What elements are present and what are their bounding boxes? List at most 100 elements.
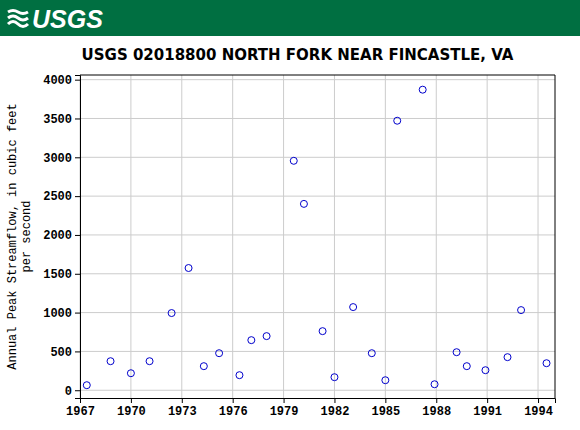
grid-line-y bbox=[80, 196, 555, 197]
points bbox=[83, 86, 550, 389]
tick-mark bbox=[75, 157, 80, 158]
tick-mark bbox=[538, 398, 539, 403]
y-axis-title-line: per second bbox=[20, 200, 34, 272]
tick-mark bbox=[233, 398, 234, 403]
tick-mark bbox=[334, 398, 335, 403]
tick-mark bbox=[75, 351, 80, 352]
tick-mark bbox=[75, 274, 80, 275]
point bbox=[350, 304, 357, 311]
header-bar bbox=[0, 0, 580, 36]
tick-label: 1500 bbox=[43, 268, 72, 282]
point bbox=[200, 363, 207, 370]
tick-label: 1970 bbox=[117, 405, 146, 419]
tick-label: 1991 bbox=[473, 405, 502, 419]
axis-line bbox=[81, 399, 556, 404]
point bbox=[290, 157, 297, 164]
tick-mark bbox=[436, 398, 437, 403]
point bbox=[368, 350, 375, 357]
tick-label: 1994 bbox=[524, 405, 553, 419]
point bbox=[248, 337, 255, 344]
tick-mark bbox=[284, 398, 285, 403]
point bbox=[146, 358, 153, 365]
grid bbox=[80, 75, 555, 398]
grid-line-y bbox=[80, 273, 555, 274]
tick: 1973 bbox=[168, 398, 197, 419]
grid-line-x bbox=[130, 75, 131, 398]
tick-mark bbox=[75, 80, 80, 81]
grid-line-x bbox=[334, 75, 335, 398]
logo-stripe bbox=[8, 22, 28, 27]
tick-label: 1985 bbox=[371, 405, 400, 419]
point bbox=[431, 381, 438, 388]
point bbox=[319, 328, 326, 335]
tick-label: 3500 bbox=[43, 113, 72, 127]
tick: 500 bbox=[50, 346, 80, 360]
point bbox=[331, 374, 338, 381]
point bbox=[394, 117, 401, 124]
logo-stripe bbox=[8, 11, 28, 14]
tick-mark bbox=[75, 118, 80, 119]
tick: 1988 bbox=[422, 398, 451, 419]
grid-line-y bbox=[80, 312, 555, 313]
point bbox=[419, 86, 426, 93]
grid-line-x bbox=[436, 75, 437, 398]
tick: 1500 bbox=[43, 268, 80, 282]
tick: 1985 bbox=[371, 398, 400, 419]
tick: 2500 bbox=[43, 190, 80, 204]
grid-line-x bbox=[283, 75, 284, 398]
grid-line-x bbox=[232, 75, 233, 398]
grid-line-x bbox=[385, 75, 386, 398]
y-axis-title: Annual Peak Streamflow, in cubic feetper… bbox=[6, 103, 34, 369]
tick: 1979 bbox=[270, 398, 299, 419]
tick-label: 1967 bbox=[66, 405, 95, 419]
tick: 1976 bbox=[219, 398, 248, 419]
tick-label: 1976 bbox=[219, 405, 248, 419]
axis-line bbox=[75, 76, 81, 399]
tick: 3000 bbox=[43, 152, 80, 166]
tick-label: 1979 bbox=[270, 405, 299, 419]
logo-mark bbox=[8, 11, 28, 27]
title: USGS 02018800 NORTH FORK NEAR FINCASTLE,… bbox=[82, 46, 514, 64]
grid-line-y bbox=[80, 79, 555, 80]
tick-mark bbox=[182, 398, 183, 403]
grid-line-x bbox=[538, 75, 539, 398]
grid-line-y bbox=[80, 234, 555, 235]
tick: 4000 bbox=[43, 74, 80, 88]
point bbox=[168, 310, 175, 317]
tick-label: 500 bbox=[50, 346, 72, 360]
tick-mark bbox=[75, 235, 80, 236]
tick-label: 1988 bbox=[422, 405, 451, 419]
grid-line-y bbox=[80, 157, 555, 158]
grid-line-y bbox=[80, 351, 555, 352]
x-axis: 1967 1970 1973 1976 1979 1982 1985 1988 1991 1994 bbox=[66, 398, 555, 419]
tick-label: 2500 bbox=[43, 190, 72, 204]
tick: 3500 bbox=[43, 113, 80, 127]
point bbox=[236, 372, 243, 379]
grid-line-x bbox=[181, 75, 182, 398]
tick-mark bbox=[487, 398, 488, 403]
point bbox=[518, 307, 525, 314]
tick: 0 bbox=[65, 385, 80, 399]
tick: 1970 bbox=[117, 398, 146, 419]
tick-label: 3000 bbox=[43, 152, 72, 166]
chart: USGS USGS 02018800 NORTH FORK NEAR FINCAS… bbox=[0, 0, 580, 430]
tick-mark bbox=[75, 313, 80, 314]
y-axis: 0 500 1000 1500 2000 2500 3000 3500 4000 bbox=[43, 74, 80, 399]
frame-right bbox=[555, 75, 556, 398]
point bbox=[463, 363, 470, 370]
tick-mark bbox=[75, 196, 80, 197]
tick-mark bbox=[385, 398, 386, 403]
point bbox=[382, 377, 389, 384]
tick-label: 2000 bbox=[43, 229, 72, 243]
point bbox=[543, 360, 550, 367]
frame-top bbox=[80, 75, 555, 76]
tick: 1000 bbox=[43, 307, 80, 321]
point bbox=[216, 350, 223, 357]
logo-text: USGS bbox=[32, 5, 103, 33]
point bbox=[453, 349, 460, 356]
point bbox=[185, 265, 192, 272]
tick-label: 1973 bbox=[168, 405, 197, 419]
point bbox=[127, 370, 134, 377]
tick-mark bbox=[75, 390, 80, 391]
tick: 1982 bbox=[321, 398, 350, 419]
